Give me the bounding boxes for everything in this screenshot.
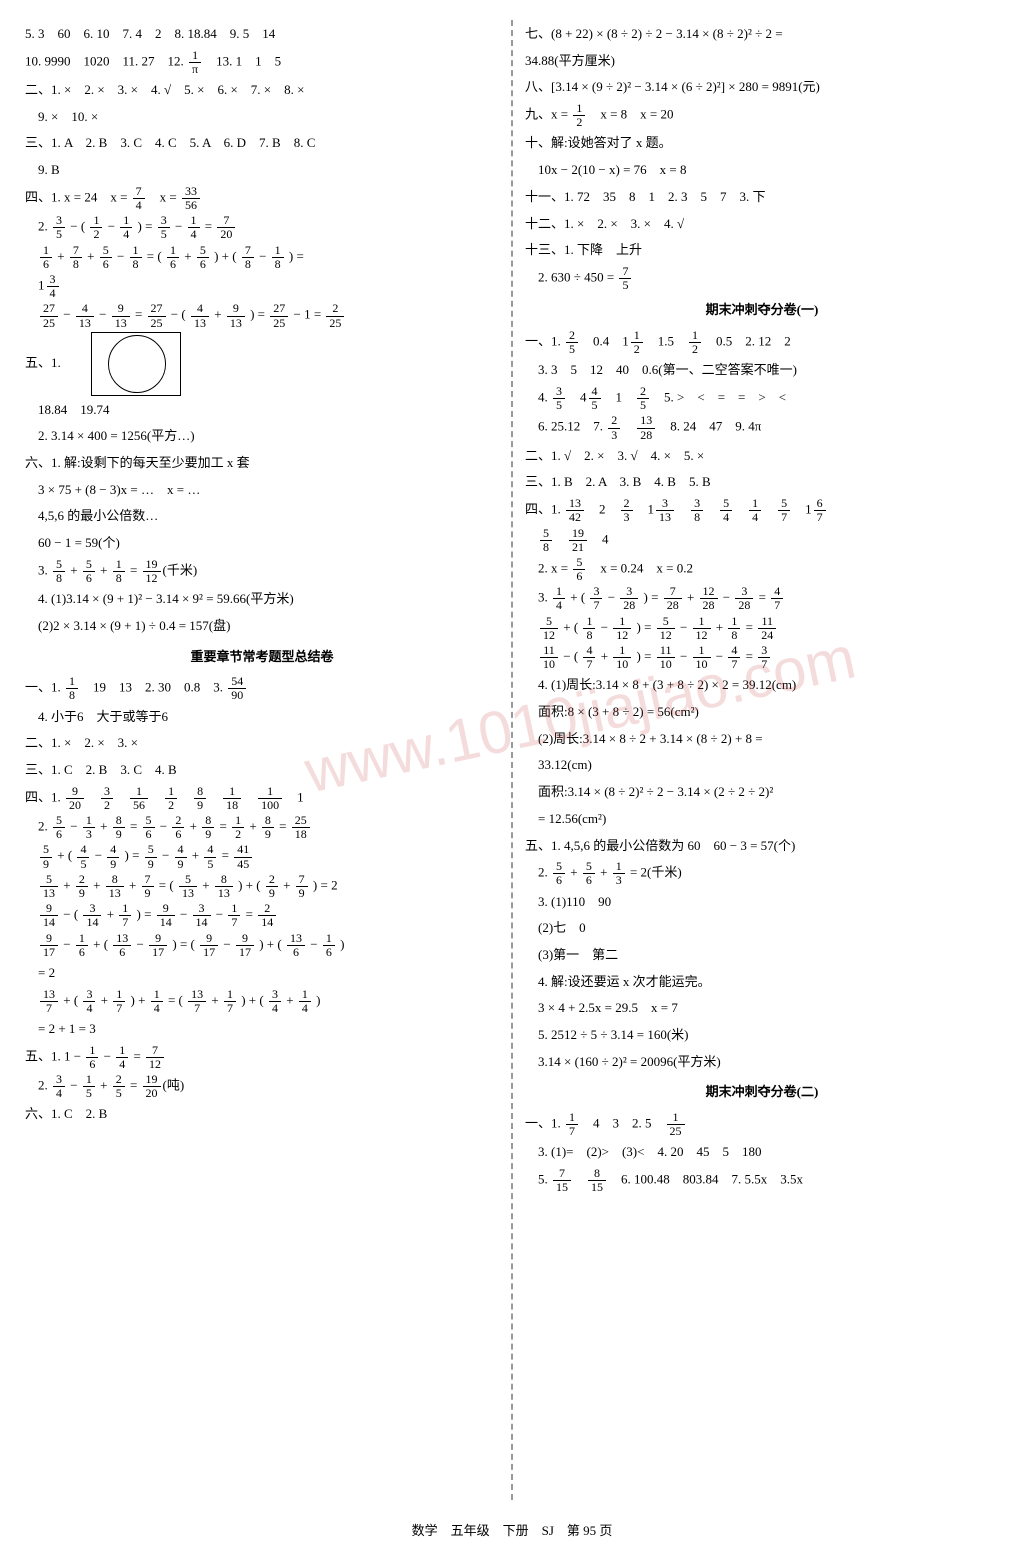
- text-line: 9. B: [25, 158, 499, 183]
- text-line: 五、1. 1 − 16 − 14 = 712: [25, 1044, 499, 1071]
- text-line: 3.14 × (160 ÷ 2)² = 20096(平方米): [525, 1050, 999, 1075]
- text-line: 3. (1)110 90: [525, 890, 999, 915]
- text-line: 5. 2512 ÷ 5 ÷ 3.14 = 160(米): [525, 1023, 999, 1048]
- text-line: 4. (1)3.14 × (9 + 1)² − 3.14 × 9² = 59.6…: [25, 587, 499, 612]
- text-line: 513 + 29 + 813 + 79 = ( 513 + 813 ) + ( …: [25, 873, 499, 900]
- text-line: 八、[3.14 × (9 ÷ 2)² − 3.14 × (6 ÷ 2)²] × …: [525, 75, 999, 100]
- text-line: 三、1. C 2. B 3. C 4. B: [25, 758, 499, 783]
- text-line: 10x − 2(10 − x) = 76 x = 8: [525, 158, 999, 183]
- text-line: 9. × 10. ×: [25, 105, 499, 130]
- text-line: 58 1921 4: [525, 527, 999, 554]
- text-line: 3. 3 5 12 40 0.6(第一、二空答案不唯一): [525, 358, 999, 383]
- text-line: 4. 35 445 1 25 5. > < = = > <: [525, 385, 999, 412]
- text-line: = 12.56(cm²): [525, 807, 999, 832]
- text-line: 3 × 75 + (8 − 3)x = … x = …: [25, 478, 499, 503]
- text-line: 4. 解:设还要运 x 次才能运完。: [525, 970, 999, 995]
- text-line: 512 + ( 18 − 112 ) = 512 − 112 + 18 = 11…: [525, 615, 999, 642]
- text-line: 七、(8 + 22) × (8 ÷ 2) ÷ 2 − 3.14 × (8 ÷ 2…: [525, 22, 999, 47]
- text-line: 2. 56 − 13 + 89 = 56 − 26 + 89 = 12 + 89…: [25, 814, 499, 841]
- text-line: = 2 + 1 = 3: [25, 1017, 499, 1042]
- text-line: 九、x = 12 x = 8 x = 20: [525, 102, 999, 129]
- text-line: 三、1. B 2. A 3. B 4. B 5. B: [525, 470, 999, 495]
- section-title: 期末冲刺夺分卷(二): [525, 1080, 999, 1105]
- text-line: 1110 − ( 47 + 110 ) = 1110 − 110 − 47 = …: [525, 644, 999, 671]
- text-line: 18.84 19.74: [25, 398, 499, 423]
- text-line: 一、1. 17 4 3 2. 5 125: [525, 1111, 999, 1138]
- text-line: 2. 3.14 × 400 = 1256(平方…): [25, 424, 499, 449]
- text-line: 四、1. 920 32 156 12 89 118 1100 1: [25, 785, 499, 812]
- text-line: (2)七 0: [525, 916, 999, 941]
- text-line: 137 + ( 34 + 17 ) + 14 = ( 137 + 17 ) + …: [25, 988, 499, 1015]
- text-line: 10. 9990 1020 11. 27 12. 1π 13. 1 1 5: [25, 49, 499, 76]
- text-line: 四、1. x = 24 x = 74 x = 3356: [25, 185, 499, 212]
- column-divider: [511, 20, 513, 1500]
- text-line: 面积:3.14 × (8 ÷ 2)² ÷ 2 − 3.14 × (2 ÷ 2 ÷…: [525, 780, 999, 805]
- text-line: 134: [25, 273, 499, 300]
- text-line: 十一、1. 72 35 8 1 2. 3 5 7 3. 下: [525, 185, 999, 210]
- text-line: 四、1. 1342 2 23 1313 38 54 14 57 167: [525, 497, 999, 524]
- text-line: 2725 − 413 − 913 = 2725 − ( 413 + 913 ) …: [25, 302, 499, 329]
- page-footer: 数学 五年级 下册 SJ 第 95 页: [25, 1520, 999, 1539]
- text-line: 2. 34 − 15 + 25 = 1920(吨): [25, 1073, 499, 1100]
- text-line: 五、1.: [25, 332, 499, 396]
- text-line: 4. 小于6 大于或等于6: [25, 705, 499, 730]
- text-line: 917 − 16 + ( 136 − 917 ) = ( 917 − 917 )…: [25, 932, 499, 959]
- text-line: 34.88(平方厘米): [525, 49, 999, 74]
- text-line: (2)周长:3.14 × 8 ÷ 2 + 3.14 × (8 ÷ 2) + 8 …: [525, 727, 999, 752]
- section-title: 期末冲刺夺分卷(一): [525, 298, 999, 323]
- text-line: 59 + ( 45 − 49 ) = 59 − 49 + 45 = 4145: [25, 843, 499, 870]
- section-title: 重要章节常考题型总结卷: [25, 645, 499, 670]
- text-line: 5. 715 815 6. 100.48 803.84 7. 5.5x 3.5x: [525, 1167, 999, 1194]
- page: 5. 3 60 6. 10 7. 4 2 8. 18.84 9. 5 14 10…: [25, 20, 999, 1500]
- text-line: 五、1. 4,5,6 的最小公倍数为 60 60 − 3 = 57(个): [525, 834, 999, 859]
- text-line: 一、1. 18 19 13 2. 30 0.8 3. 5490: [25, 675, 499, 702]
- text-line: 十三、1. 下降 上升: [525, 238, 999, 263]
- text-line: 二、1. × 2. × 3. ×: [25, 731, 499, 756]
- text-line: 面积:8 × (3 + 8 ÷ 2) = 56(cm²): [525, 700, 999, 725]
- text-line: 3. 58 + 56 + 18 = 1912(千米): [25, 558, 499, 585]
- text-line: 2. 56 + 56 + 13 = 2(千米): [525, 860, 999, 887]
- right-column: 七、(8 + 22) × (8 ÷ 2) ÷ 2 − 3.14 × (8 ÷ 2…: [525, 20, 999, 1500]
- text-line: 一、1. 25 0.4 112 1.5 12 0.5 2. 12 2: [525, 329, 999, 356]
- text-line: 三、1. A 2. B 3. C 4. C 5. A 6. D 7. B 8. …: [25, 131, 499, 156]
- text-line: 十二、1. × 2. × 3. × 4. √: [525, 212, 999, 237]
- text-line: 3. (1)= (2)> (3)< 4. 20 45 5 180: [525, 1140, 999, 1165]
- text-line: 3 × 4 + 2.5x = 29.5 x = 7: [525, 996, 999, 1021]
- text-line: 二、1. × 2. × 3. × 4. √ 5. × 6. × 7. × 8. …: [25, 78, 499, 103]
- text-line: 六、1. C 2. B: [25, 1102, 499, 1127]
- text-line: 2. 630 ÷ 450 = 75: [525, 265, 999, 292]
- text-line: 2. x = 56 x = 0.24 x = 0.2: [525, 556, 999, 583]
- text-line: 16 + 78 + 56 − 18 = ( 16 + 56 ) + ( 78 −…: [25, 244, 499, 271]
- left-column: 5. 3 60 6. 10 7. 4 2 8. 18.84 9. 5 14 10…: [25, 20, 499, 1500]
- text-line: 六、1. 解:设剩下的每天至少要加工 x 套: [25, 451, 499, 476]
- text-line: 4,5,6 的最小公倍数…: [25, 504, 499, 529]
- text-line: 2. 35 − ( 12 − 14 ) = 35 − 14 = 720: [25, 214, 499, 241]
- text-line: 5. 3 60 6. 10 7. 4 2 8. 18.84 9. 5 14: [25, 22, 499, 47]
- text-line: 6. 25.12 7. 23 1328 8. 24 47 9. 4π: [525, 414, 999, 441]
- text-line: 4. (1)周长:3.14 × 8 + (3 + 8 ÷ 2) × 2 = 39…: [525, 673, 999, 698]
- text-line: (2)2 × 3.14 × (9 + 1) ÷ 0.4 = 157(盘): [25, 614, 499, 639]
- circle-figure: [91, 332, 181, 396]
- text-line: 33.12(cm): [525, 753, 999, 778]
- text-line: 二、1. √ 2. × 3. √ 4. × 5. ×: [525, 444, 999, 469]
- text-line: (3)第一 第二: [525, 943, 999, 968]
- text-line: 60 − 1 = 59(个): [25, 531, 499, 556]
- text-line: 3. 14 + ( 37 − 328 ) = 728 + 1228 − 328 …: [525, 585, 999, 612]
- text-line: = 2: [25, 961, 499, 986]
- text-line: 914 − ( 314 + 17 ) = 914 − 314 − 17 = 21…: [25, 902, 499, 929]
- text-line: 十、解:设她答对了 x 题。: [525, 131, 999, 156]
